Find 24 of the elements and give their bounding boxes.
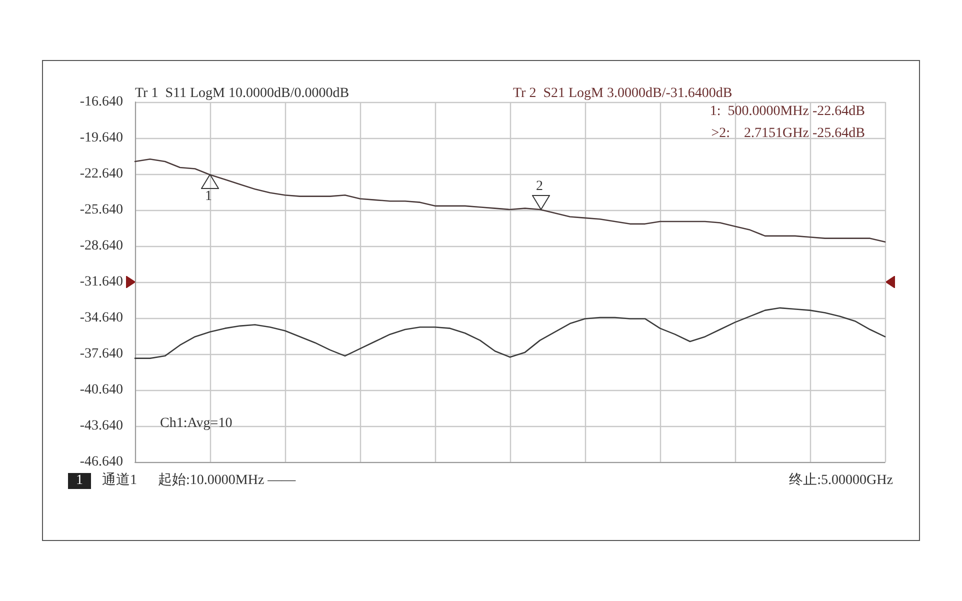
annotation: >2: 2.7151GHz -25.64dB [711,126,865,142]
text: 1 [68,473,91,489]
y-tick-label: -46.640 [80,454,123,470]
y-tick-label: -34.640 [80,310,123,326]
annotation: 1 [205,189,212,205]
y-tick-label: -31.640 [80,274,123,290]
text: Tr 2 S21 LogM 3.0000dB/-31.6400dB [513,86,732,102]
text: 通道1 [102,473,137,489]
text: 起始:10.0000MHz —— [158,473,296,489]
y-tick-label: -16.640 [80,94,123,110]
y-tick-label: -37.640 [80,346,123,362]
text: 终止:5.00000GHz [789,473,893,489]
y-tick-label: -28.640 [80,238,123,254]
y-tick-label: -25.640 [80,202,123,218]
text: Tr 1 S11 LogM 10.0000dB/0.0000dB [135,86,350,102]
y-tick-label: -43.640 [80,418,123,434]
y-tick-label: -22.640 [80,166,123,182]
annotation: Ch1:Avg=10 [160,416,232,432]
annotation: 1: 500.0000MHz -22.64dB [710,104,865,120]
y-tick-label: -40.640 [80,382,123,398]
line-series [134,158,886,243]
annotation: 2 [536,179,543,195]
y-tick-label: -19.640 [80,130,123,146]
line-series [134,307,886,359]
